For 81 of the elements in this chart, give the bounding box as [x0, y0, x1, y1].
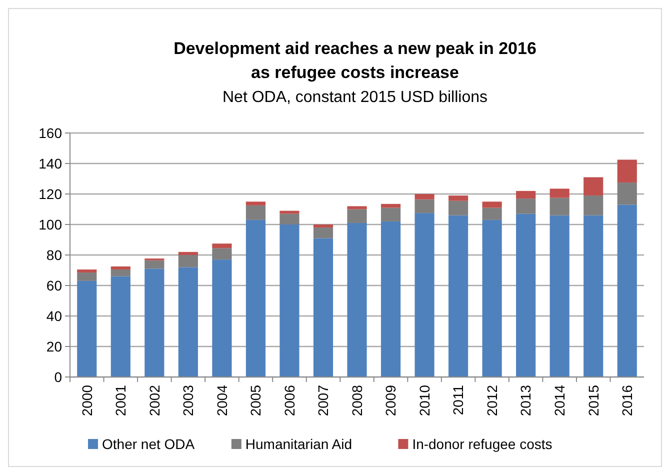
- bar: [482, 220, 502, 377]
- y-tick-label: 0: [54, 368, 62, 385]
- x-tick-label: 2002: [146, 384, 162, 416]
- bar: [516, 198, 536, 214]
- x-tick-label: 2013: [518, 384, 534, 416]
- bar: [380, 208, 401, 222]
- legend-label: Humanitarian Aid: [245, 436, 352, 452]
- chart-title: Development aid reaches a new peak in 2016 as refugee costs increase: [174, 39, 536, 82]
- x-tick-label: 2003: [180, 384, 196, 416]
- bar: [110, 266, 130, 270]
- bar: [246, 205, 266, 220]
- x-tick-label: 2008: [348, 384, 365, 416]
- bar: [280, 214, 300, 224]
- bar: [516, 214, 536, 377]
- chart-subtitle: Net ODA, constant 2015 USD billions: [222, 89, 488, 106]
- bar: [617, 204, 637, 377]
- bar: [482, 208, 502, 220]
- x-tick-label: 2006: [281, 384, 298, 416]
- y-tick-label: 80: [46, 246, 62, 263]
- y-tick-label: 160: [38, 124, 62, 141]
- bar: [550, 188, 570, 198]
- x-tick-label: 2011: [450, 384, 466, 416]
- bar: [212, 248, 232, 260]
- bar: [313, 238, 334, 377]
- x-tick-label: 2016: [619, 384, 636, 416]
- bar: [448, 200, 468, 216]
- x-tick-label: 2004: [214, 384, 230, 416]
- bar: [584, 177, 604, 196]
- y-tick-label: 100: [38, 216, 62, 232]
- bar: [414, 199, 434, 214]
- y-tick-label: 120: [38, 186, 62, 202]
- legend-label: Other net ODA: [102, 436, 196, 452]
- bar: [110, 269, 130, 276]
- y-tick-label: 40: [46, 308, 62, 324]
- bar: [414, 213, 434, 377]
- bar: [617, 160, 637, 183]
- bar: [550, 198, 570, 216]
- bar: [313, 224, 334, 228]
- bar: [617, 182, 637, 205]
- bar: [77, 280, 97, 377]
- bar: [178, 252, 198, 255]
- bar: [246, 202, 266, 206]
- bar: [414, 194, 434, 200]
- x-tick-label: 2012: [484, 384, 500, 416]
- x-tick-label: 2014: [551, 384, 568, 416]
- bar: [77, 272, 97, 281]
- bar: [280, 210, 300, 214]
- bar: [516, 190, 536, 199]
- x-tick-label: 2001: [112, 384, 129, 416]
- bar: [347, 206, 367, 210]
- bar: [347, 209, 367, 223]
- bar: [347, 222, 367, 377]
- x-tick-label: 2015: [585, 384, 602, 416]
- bar: [110, 276, 130, 377]
- bar: [482, 202, 502, 208]
- bar: [212, 244, 232, 248]
- bar: [77, 269, 97, 273]
- bar: [178, 267, 198, 377]
- y-tick-label: 20: [46, 338, 62, 354]
- bar: [178, 255, 198, 268]
- bar: [380, 221, 401, 377]
- y-tick-label: 60: [46, 277, 62, 294]
- bar: [584, 215, 604, 377]
- x-tick-label: 2007: [315, 384, 332, 416]
- bar: [550, 215, 570, 377]
- bar: [144, 260, 164, 269]
- bar: [313, 228, 334, 238]
- bar: [144, 268, 164, 377]
- x-tick-label: 2009: [382, 384, 399, 416]
- legend-label: In-donor refugee costs: [412, 436, 552, 452]
- x-tick-label: 2005: [248, 384, 264, 416]
- bar: [380, 204, 401, 208]
- x-tick-label: 2000: [78, 384, 95, 416]
- bar: [448, 196, 468, 201]
- bar: [448, 215, 468, 377]
- y-tick-label: 140: [38, 155, 62, 172]
- bar: [584, 196, 604, 216]
- bar: [212, 260, 232, 377]
- bar: [280, 224, 300, 377]
- x-tick-label: 2010: [416, 384, 432, 416]
- bar: [246, 220, 266, 377]
